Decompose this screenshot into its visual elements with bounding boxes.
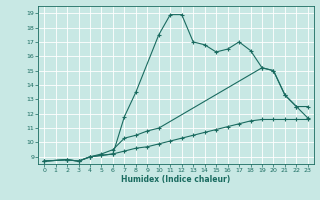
X-axis label: Humidex (Indice chaleur): Humidex (Indice chaleur) <box>121 175 231 184</box>
